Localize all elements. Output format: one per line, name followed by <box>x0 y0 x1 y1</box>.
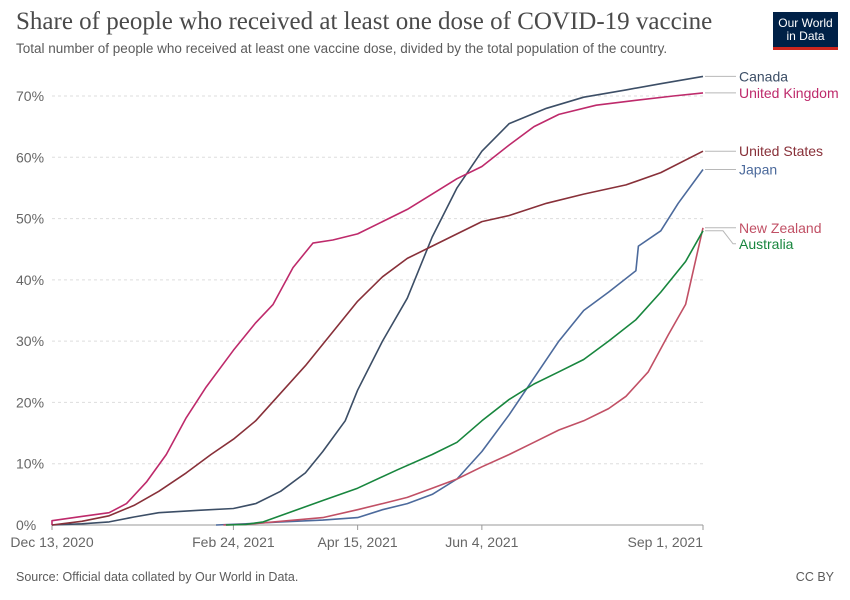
x-tick-label: Sep 1, 2021 <box>627 534 703 550</box>
owid-logo[interactable]: Our World in Data <box>773 12 838 50</box>
series-label-canada: Canada <box>739 68 788 84</box>
series-line-japan <box>215 169 704 526</box>
leader-line-australia <box>705 230 736 245</box>
series-line-united-states <box>51 150 704 526</box>
x-tick-label: Dec 13, 2020 <box>10 534 93 550</box>
series-line-australia <box>225 230 704 526</box>
x-tick-label: Feb 24, 2021 <box>192 534 275 550</box>
y-tick-label: 10% <box>16 456 44 472</box>
y-tick-label: 50% <box>16 211 44 227</box>
y-tick-label: 30% <box>16 333 44 349</box>
license-note[interactable]: CC BY <box>795 570 834 584</box>
source-note[interactable]: Source: Official data collated by Our Wo… <box>16 570 299 584</box>
logo-line-1: Our World <box>778 16 833 30</box>
series-label-new-zealand: New Zealand <box>739 220 822 236</box>
series-label-australia: Australia <box>739 236 794 252</box>
y-tick-label: 60% <box>16 149 44 165</box>
y-tick-label: 20% <box>16 394 44 410</box>
chart-title: Share of people who received at least on… <box>16 8 713 35</box>
y-tick-label: 70% <box>16 88 44 104</box>
series-label-united-kingdom: United Kingdom <box>739 85 839 101</box>
series-line-united-kingdom <box>51 92 704 525</box>
y-tick-label: 0% <box>16 517 36 533</box>
chart-subtitle: Total number of people who received at l… <box>16 41 668 56</box>
y-tick-label: 40% <box>16 272 44 288</box>
series-label-japan: Japan <box>739 162 777 178</box>
logo-line-2: in Data <box>786 29 825 43</box>
series-label-united-states: United States <box>739 143 823 159</box>
series-line-canada <box>51 75 704 526</box>
x-tick-label: Apr 15, 2021 <box>318 534 398 550</box>
x-tick-label: Jun 4, 2021 <box>445 534 518 550</box>
series-line-new-zealand <box>223 227 704 526</box>
